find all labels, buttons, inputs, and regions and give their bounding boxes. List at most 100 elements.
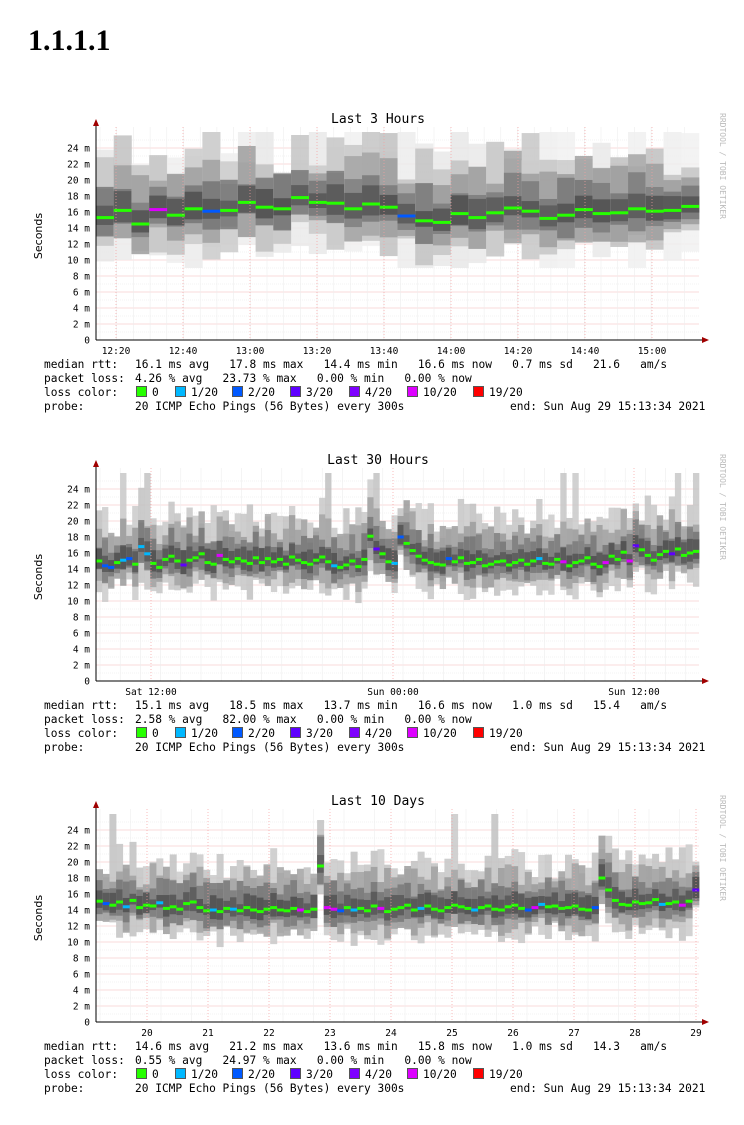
median-point bbox=[377, 906, 385, 910]
median-point bbox=[240, 559, 247, 563]
smoke-band bbox=[362, 185, 381, 216]
median-point bbox=[192, 556, 199, 560]
smoke-band bbox=[503, 196, 522, 216]
median-rtt-values: 16.1 ms avg 17.8 ms max 14.4 ms min 16.6… bbox=[135, 358, 668, 371]
smoke-band bbox=[234, 548, 242, 565]
smoke-band bbox=[237, 185, 256, 213]
x-axis-arrow bbox=[702, 1019, 709, 1025]
x-axis-arrow bbox=[702, 678, 709, 684]
probe-label: probe: bbox=[44, 1082, 85, 1095]
median-point bbox=[270, 906, 278, 910]
y-axis-label: Seconds bbox=[32, 554, 45, 600]
median-point bbox=[317, 864, 324, 868]
loss-color-swatch bbox=[473, 1068, 484, 1079]
smoke-band bbox=[524, 552, 531, 572]
median-point bbox=[252, 556, 260, 560]
smoke-band bbox=[350, 898, 358, 918]
median-point bbox=[367, 534, 374, 538]
rtt-graph-3: Last 10 Days RRDTOOL / TOBI OETIKER Second… bbox=[0, 787, 744, 1107]
y-tick-label: 6 m bbox=[73, 970, 90, 981]
loss-color-swatch bbox=[349, 727, 360, 738]
median-point bbox=[138, 545, 145, 549]
smoke-band bbox=[210, 549, 217, 574]
median-point bbox=[96, 899, 103, 903]
median-point bbox=[282, 562, 290, 566]
smoke-band bbox=[120, 545, 127, 570]
median-point bbox=[491, 907, 499, 911]
smoke-band bbox=[512, 552, 519, 569]
median-point bbox=[558, 906, 566, 910]
smoke-band bbox=[183, 892, 191, 911]
median-point bbox=[471, 908, 479, 912]
smoke-band bbox=[184, 191, 203, 220]
median-point bbox=[415, 219, 434, 223]
loss-color-swatch bbox=[232, 1068, 243, 1079]
rtt-graph-2: Last 30 Hours RRDTOOL / TOBI OETIKER Secon… bbox=[0, 446, 744, 766]
median-point bbox=[518, 906, 525, 910]
median-point bbox=[463, 561, 471, 565]
smoke-band bbox=[379, 545, 386, 559]
median-point bbox=[542, 561, 549, 565]
median-point bbox=[236, 909, 244, 913]
loss-color-swatch bbox=[136, 386, 147, 397]
median-point bbox=[216, 553, 223, 557]
median-rtt-label: median rtt: bbox=[44, 1040, 119, 1053]
median-point bbox=[202, 209, 221, 213]
packet-loss-label: packet loss: bbox=[44, 1054, 125, 1067]
median-point bbox=[618, 902, 626, 906]
smoke-band bbox=[464, 898, 472, 915]
median-point bbox=[554, 557, 561, 561]
median-point bbox=[592, 212, 611, 216]
y-tick-label: 24 m bbox=[67, 826, 90, 837]
y-tick-label: 0 bbox=[84, 677, 90, 688]
y-tick-label: 0 bbox=[84, 1018, 90, 1029]
smoke-band bbox=[632, 535, 639, 553]
median-point bbox=[539, 216, 558, 220]
median-point bbox=[180, 563, 187, 567]
smoke-band bbox=[397, 203, 416, 224]
smoke-band bbox=[530, 551, 537, 568]
median-point bbox=[571, 904, 579, 908]
loss-color-legend-label: 3/20 bbox=[306, 1068, 333, 1081]
smoke-band bbox=[403, 535, 410, 549]
median-point bbox=[129, 898, 137, 902]
smoke-band bbox=[680, 542, 688, 564]
smoke-band bbox=[584, 547, 591, 565]
median-point bbox=[432, 220, 451, 224]
median-point bbox=[658, 902, 666, 906]
median-point bbox=[162, 557, 169, 561]
smoke-band bbox=[644, 540, 652, 565]
smoke-band bbox=[620, 541, 627, 560]
median-point bbox=[663, 208, 682, 212]
graph-canvas: Last 3 Hours RRDTOOL / TOBI OETIKER Second… bbox=[32, 112, 727, 355]
smoke-band bbox=[531, 896, 539, 915]
median-point bbox=[319, 555, 326, 559]
smoke-band bbox=[126, 547, 133, 566]
median-point bbox=[665, 902, 673, 906]
median-point bbox=[122, 905, 130, 909]
x-tick-label: 14:20 bbox=[504, 346, 533, 355]
median-point bbox=[451, 560, 458, 564]
median-point bbox=[484, 904, 492, 908]
median-point bbox=[493, 560, 501, 564]
loss-color-swatch bbox=[473, 386, 484, 397]
y-tick-label: 4 m bbox=[73, 304, 90, 315]
smoke-band bbox=[291, 185, 310, 206]
probe-label: probe: bbox=[44, 741, 85, 754]
median-point bbox=[632, 900, 639, 904]
median-point bbox=[234, 557, 241, 561]
median-point bbox=[417, 906, 425, 910]
smoke-band bbox=[319, 546, 326, 564]
smoke-band bbox=[469, 554, 477, 568]
smoke-band bbox=[415, 542, 422, 565]
smoke-band bbox=[444, 898, 452, 913]
loss-color-swatch bbox=[290, 727, 301, 738]
smoke-band bbox=[144, 541, 151, 562]
median-point bbox=[264, 557, 272, 561]
median-point bbox=[410, 908, 418, 912]
smoke-band bbox=[150, 550, 157, 572]
smoke-band bbox=[511, 891, 519, 914]
smoke-band bbox=[521, 201, 540, 218]
median-point bbox=[445, 557, 452, 561]
median-point bbox=[198, 552, 205, 556]
